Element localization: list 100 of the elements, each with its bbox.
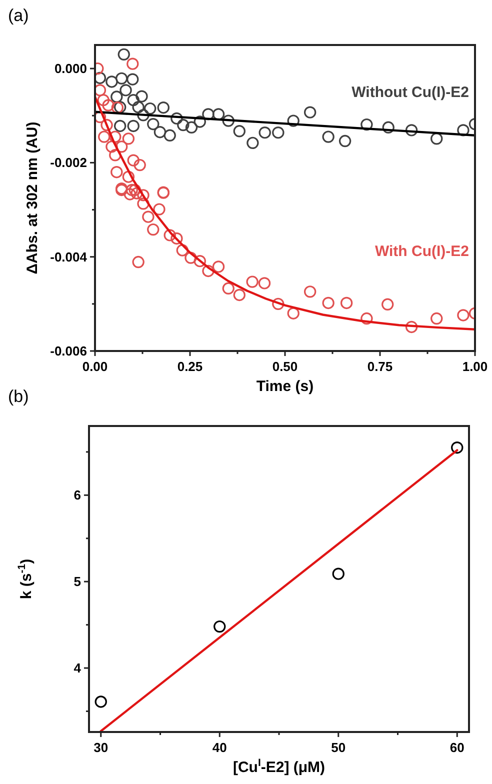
- point: [147, 223, 160, 236]
- point: [114, 101, 126, 114]
- point: [95, 72, 106, 84]
- y-tick-label: -0.004: [50, 249, 88, 264]
- x-tick-label: 1.00: [462, 359, 488, 374]
- point: [142, 210, 154, 223]
- point: [124, 188, 136, 200]
- point: [304, 286, 316, 298]
- x-tick-label: 0.25: [177, 359, 203, 374]
- point: [287, 114, 300, 127]
- point: [111, 102, 124, 114]
- point: [405, 320, 418, 334]
- point: [126, 184, 138, 196]
- series-label: Without Cu(I)-E2: [352, 84, 469, 102]
- text: With Cu(I)-E2: [374, 243, 469, 260]
- point: [258, 126, 271, 139]
- point: [116, 72, 128, 85]
- point: [177, 118, 190, 132]
- point: [451, 442, 464, 454]
- point: [110, 166, 123, 178]
- point: [134, 158, 146, 172]
- point: [109, 130, 122, 143]
- point: [246, 276, 258, 288]
- point: [122, 132, 135, 145]
- point: [258, 277, 271, 290]
- point: [322, 296, 334, 310]
- point: [340, 296, 353, 310]
- x-axis-title: [Cu$^{I}$-E2] (μM): [232, 757, 326, 776]
- x-tick-label: 40: [212, 740, 227, 755]
- point: [120, 84, 132, 96]
- point: [110, 90, 123, 103]
- point: [222, 282, 234, 294]
- x-tick-label: 0.50: [272, 359, 298, 374]
- y-tick-label: -0.006: [50, 344, 87, 358]
- point: [98, 130, 110, 143]
- point: [127, 94, 140, 106]
- point: [332, 568, 344, 580]
- point: [164, 229, 176, 242]
- y-tick-label: 4: [74, 660, 82, 676]
- text: (a): [8, 6, 29, 25]
- point: [153, 203, 166, 216]
- point: [233, 125, 246, 138]
- point: [360, 312, 373, 325]
- point: [164, 129, 176, 142]
- x-tick-label: 30: [94, 740, 108, 755]
- point: [100, 118, 113, 132]
- point: [157, 102, 170, 114]
- point: [202, 108, 214, 120]
- point: [127, 120, 140, 132]
- point: [147, 118, 160, 130]
- point: [246, 136, 259, 150]
- point: [184, 252, 197, 264]
- text: (b): [8, 387, 29, 406]
- point: [222, 114, 234, 127]
- x-tick-label: 0.00: [82, 359, 108, 374]
- point: [194, 254, 206, 268]
- point: [132, 101, 144, 114]
- point: [272, 298, 284, 310]
- point: [457, 309, 470, 322]
- point: [212, 108, 225, 120]
- point: [114, 120, 126, 132]
- point: [272, 126, 284, 139]
- point: [127, 154, 140, 166]
- point: [136, 90, 148, 102]
- point: [132, 256, 144, 268]
- point: [122, 170, 135, 183]
- y-axis-title: ΔAbs. at 302 nm (AU): [24, 122, 41, 274]
- point: [137, 109, 150, 122]
- point: [94, 696, 107, 708]
- point: [137, 198, 150, 210]
- point: [126, 58, 139, 70]
- point: [214, 620, 226, 633]
- point: [430, 312, 443, 325]
- point: [322, 130, 334, 143]
- point: [194, 116, 206, 128]
- y-tick-label: 0.000: [54, 61, 87, 76]
- point: [382, 298, 394, 310]
- point: [304, 106, 316, 118]
- point: [202, 264, 214, 278]
- point: [430, 132, 443, 145]
- point: [106, 140, 118, 153]
- y-tick-label: 6: [74, 488, 81, 503]
- x-tick-label: 60: [450, 740, 464, 755]
- point: [170, 232, 183, 245]
- point: [102, 99, 114, 112]
- point: [109, 149, 122, 162]
- point: [144, 102, 156, 115]
- point: [382, 121, 394, 134]
- point: [338, 134, 352, 148]
- point: [233, 288, 246, 302]
- x-axis-title: Time (s): [256, 378, 314, 395]
- y-tick-label: -0.002: [50, 155, 87, 170]
- y-tick-label: 5: [74, 574, 81, 590]
- x-tick-label: 0.75: [367, 359, 393, 374]
- point: [212, 260, 225, 273]
- point: [97, 94, 110, 106]
- point: [106, 76, 118, 88]
- point: [176, 244, 188, 256]
- point: [170, 112, 183, 125]
- point: [118, 48, 130, 61]
